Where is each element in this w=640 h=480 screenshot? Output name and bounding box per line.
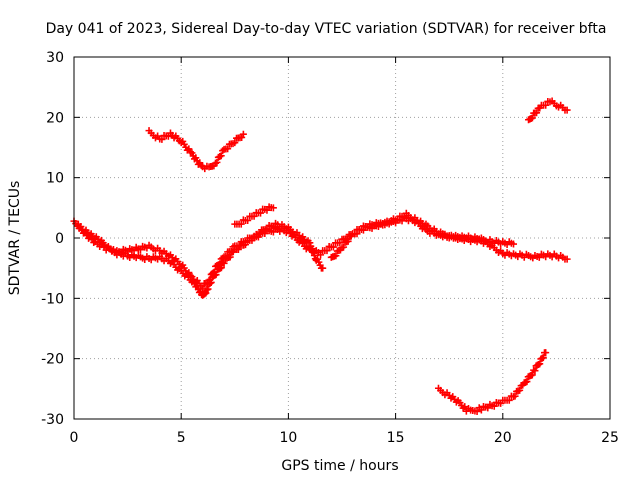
data-point	[542, 101, 550, 109]
data-point	[204, 285, 212, 293]
data-point	[523, 378, 531, 386]
data-point	[158, 135, 166, 143]
data-point	[531, 367, 539, 375]
y-tick-label: 30	[46, 50, 64, 66]
y-tick-label: -20	[41, 352, 64, 368]
y-tick-label: 10	[46, 171, 64, 187]
data-point	[212, 159, 220, 167]
data-point	[332, 252, 340, 260]
data-point	[217, 152, 225, 160]
data-point	[199, 284, 207, 292]
y-tick-label: -10	[41, 291, 64, 307]
axis-layer: 0 5 10 15 20 25 -30 -20 -10 0 10 20 30	[41, 50, 619, 446]
data-point	[381, 221, 389, 229]
data-point	[222, 252, 230, 260]
series-layer	[70, 97, 571, 415]
data-point	[374, 223, 382, 231]
x-tick-label: 25	[601, 430, 619, 446]
data-point	[309, 245, 317, 253]
y-tick-label: 0	[55, 231, 64, 247]
data-point	[461, 403, 469, 411]
data-point	[203, 286, 211, 294]
y-axis-label: SDTVAR / TECUs	[7, 181, 23, 296]
data-series-arc-4	[327, 209, 518, 261]
data-point	[473, 407, 481, 415]
data-point	[214, 261, 222, 269]
data-series-arc-2	[74, 219, 327, 292]
data-point	[250, 212, 258, 220]
data-point	[235, 242, 243, 250]
data-point	[359, 226, 367, 234]
x-tick-label: 5	[177, 430, 186, 446]
data-series-arc-7	[434, 349, 550, 415]
data-point	[505, 396, 513, 404]
data-point	[516, 386, 524, 394]
data-point	[510, 240, 518, 248]
data-point	[205, 276, 213, 284]
data-point	[319, 264, 327, 272]
data-point	[344, 237, 352, 245]
data-point	[242, 238, 250, 246]
data-point	[353, 230, 361, 238]
data-point	[317, 251, 325, 259]
data-point	[186, 148, 194, 156]
data-point	[206, 275, 214, 283]
data-series-arc-3	[231, 203, 277, 228]
plot-frame	[73, 56, 611, 420]
data-point	[202, 289, 210, 297]
data-point	[539, 354, 547, 362]
data-point	[511, 392, 519, 400]
data-point	[563, 106, 571, 114]
data-point	[81, 228, 89, 236]
x-tick-label: 0	[70, 430, 79, 446]
data-point	[256, 230, 264, 238]
chart-title: Day 041 of 2023, Sidereal Day-to-day VTE…	[46, 21, 607, 37]
data-point	[323, 247, 331, 255]
data-series-arc-1	[70, 213, 571, 299]
data-point	[227, 247, 235, 255]
data-point	[250, 234, 258, 242]
data-point	[257, 209, 265, 217]
data-point	[528, 371, 536, 379]
data-point	[231, 139, 239, 147]
data-point	[239, 130, 247, 138]
data-point	[197, 161, 205, 169]
data-point	[186, 271, 194, 279]
data-point	[209, 269, 217, 277]
data-point	[310, 251, 318, 259]
data-point	[210, 268, 218, 276]
data-point	[563, 255, 571, 263]
data-point	[394, 216, 402, 224]
y-tick-label: 20	[46, 110, 64, 126]
data-point	[306, 239, 314, 247]
y-tick-label: -30	[41, 412, 64, 428]
data-point	[213, 158, 221, 166]
data-point	[340, 243, 348, 251]
data-point	[269, 204, 277, 212]
data-point	[542, 349, 550, 357]
data-series-arc-6	[525, 97, 571, 124]
data-point	[216, 153, 224, 161]
data-point	[490, 402, 498, 410]
data-point	[528, 114, 536, 122]
data-point	[387, 218, 395, 226]
data-point	[536, 360, 544, 368]
data-point	[329, 243, 337, 251]
data-point	[237, 220, 245, 228]
x-tick-label: 10	[279, 430, 297, 446]
data-point	[310, 248, 318, 256]
x-axis-label: GPS time / hours	[281, 458, 398, 474]
data-point	[533, 109, 541, 117]
x-tick-label: 15	[387, 430, 405, 446]
data-point	[216, 260, 224, 268]
x-tick-label: 20	[494, 430, 512, 446]
data-series-arc-5	[145, 127, 247, 173]
data-point	[224, 145, 232, 153]
data-point	[244, 216, 252, 224]
